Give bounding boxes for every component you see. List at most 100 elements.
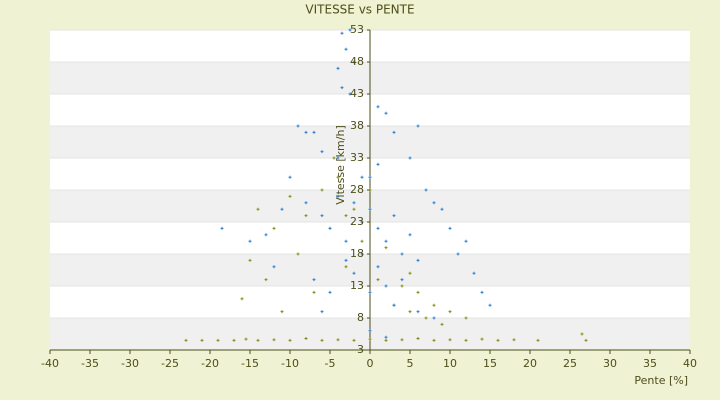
point <box>288 175 292 179</box>
point <box>400 278 404 282</box>
point <box>320 338 324 342</box>
point <box>392 214 396 218</box>
x-tick-label: 35 <box>643 357 657 370</box>
y-tick-label: 8 <box>357 311 364 324</box>
point <box>432 338 436 342</box>
point <box>336 66 340 70</box>
x-tick-label: -30 <box>121 357 139 370</box>
point <box>264 278 268 282</box>
point <box>296 252 300 256</box>
point <box>264 233 268 237</box>
point <box>280 310 284 314</box>
x-tick-label: -25 <box>161 357 179 370</box>
point <box>440 322 444 326</box>
point <box>384 284 388 288</box>
point <box>340 86 344 90</box>
point <box>336 156 340 160</box>
point <box>368 290 372 294</box>
point <box>328 226 332 230</box>
point <box>320 188 324 192</box>
point <box>320 214 324 218</box>
point <box>408 156 412 160</box>
point <box>344 47 348 51</box>
point <box>232 338 236 342</box>
point <box>352 338 356 342</box>
point <box>344 239 348 243</box>
x-tick-label: -20 <box>201 357 219 370</box>
point <box>344 265 348 269</box>
point <box>360 220 364 224</box>
point <box>304 336 308 340</box>
point <box>536 338 540 342</box>
x-tick-label: 5 <box>407 357 414 370</box>
point <box>296 124 300 128</box>
point <box>472 271 476 275</box>
point <box>424 316 428 320</box>
point <box>368 207 372 211</box>
point <box>336 338 340 342</box>
x-axis-label: Pente [%] <box>634 374 688 387</box>
point <box>400 252 404 256</box>
point <box>584 338 588 342</box>
x-tick-label: -15 <box>241 357 259 370</box>
point <box>440 207 444 211</box>
point <box>416 310 420 314</box>
point <box>488 303 492 307</box>
point <box>376 265 380 269</box>
point <box>304 130 308 134</box>
point <box>352 201 356 205</box>
y-tick-label: 23 <box>350 215 364 228</box>
point <box>320 310 324 314</box>
point <box>392 303 396 307</box>
point <box>416 290 420 294</box>
point <box>376 226 380 230</box>
point <box>384 246 388 250</box>
point <box>424 188 428 192</box>
point <box>272 265 276 269</box>
point <box>340 31 344 35</box>
point <box>200 338 204 342</box>
point <box>376 162 380 166</box>
y-tick-label: 33 <box>350 151 364 164</box>
point <box>312 290 316 294</box>
x-tick-label: 40 <box>683 357 697 370</box>
point <box>480 290 484 294</box>
point <box>256 207 260 211</box>
point <box>272 338 276 342</box>
point <box>248 239 252 243</box>
point <box>328 290 332 294</box>
x-tick-label: -35 <box>81 357 99 370</box>
point <box>312 130 316 134</box>
point <box>240 297 244 301</box>
y-tick-label: 38 <box>350 119 364 132</box>
point <box>480 337 484 341</box>
point <box>408 310 412 314</box>
point <box>376 278 380 282</box>
point <box>336 194 340 198</box>
point <box>400 338 404 342</box>
x-tick-label: -10 <box>281 357 299 370</box>
point <box>312 278 316 282</box>
point <box>360 252 364 256</box>
y-tick-label: 28 <box>350 183 364 196</box>
point <box>272 226 276 230</box>
point <box>304 201 308 205</box>
point <box>400 284 404 288</box>
point <box>416 258 420 262</box>
x-tick-label: 25 <box>563 357 577 370</box>
point <box>348 28 352 32</box>
point <box>580 332 584 336</box>
point <box>288 194 292 198</box>
x-tick-label: 0 <box>367 357 374 370</box>
point <box>304 214 308 218</box>
point <box>392 130 396 134</box>
point <box>360 239 364 243</box>
point <box>448 226 452 230</box>
point <box>216 338 220 342</box>
point <box>360 175 364 179</box>
point <box>344 258 348 262</box>
point <box>448 310 452 314</box>
point <box>432 316 436 320</box>
chart-title: VITESSE vs PENTE <box>305 3 414 17</box>
